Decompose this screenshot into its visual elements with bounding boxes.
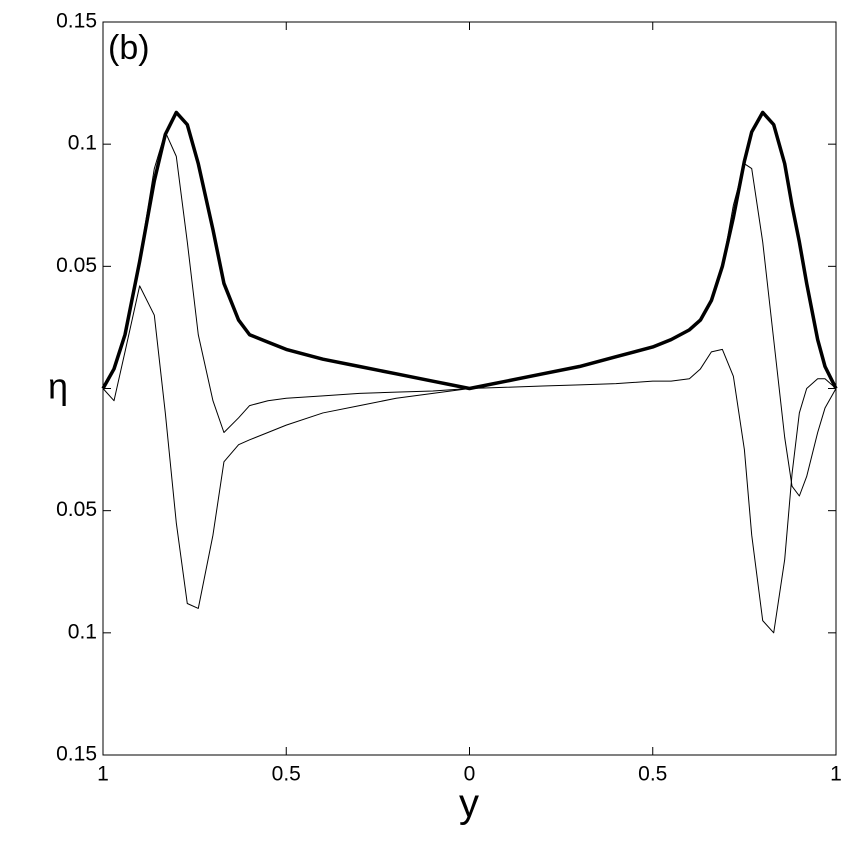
y-tick-label: 0.1 <box>68 620 97 643</box>
x-tick-label: 1 <box>97 763 109 786</box>
y-axis-label: η <box>48 366 68 407</box>
y-tick-label: 0.05 <box>56 254 97 277</box>
y-tick-label: 0.05 <box>56 498 97 521</box>
x-tick-label: 1 <box>830 763 842 786</box>
panel-label: (b) <box>108 29 150 67</box>
y-tick-label: 0.1 <box>68 132 97 155</box>
series-line <box>101 110 838 391</box>
x-tick-label: 0.5 <box>638 763 667 786</box>
series-line <box>102 131 837 497</box>
x-axis-label: y <box>459 782 479 826</box>
x-tick-label: 0.5 <box>272 763 301 786</box>
series-line <box>102 285 837 634</box>
x-tick-label: 0 <box>464 763 476 786</box>
y-tick-label: 0.15 <box>56 743 97 766</box>
y-tick-label: 0.15 <box>56 10 97 33</box>
